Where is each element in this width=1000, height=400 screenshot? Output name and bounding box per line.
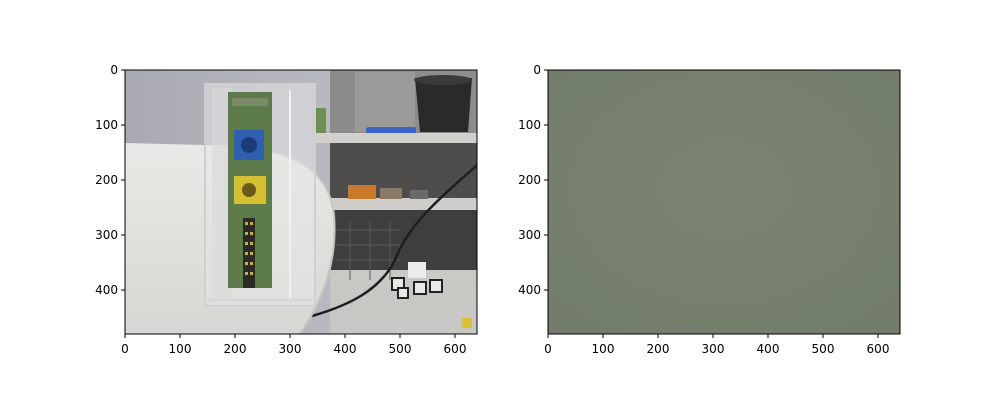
left-axes-frame xyxy=(124,69,478,335)
right-image-axes: 0 100 200 300 400 500 600 0 100 200 300 400 xyxy=(518,63,901,356)
left-xtick-label: 200 xyxy=(224,342,247,356)
left-image-axes: 0 100 200 300 400 500 600 0 100 200 300 400 xyxy=(95,63,478,356)
left-image-photo xyxy=(125,70,477,334)
right-xtick-label: 400 xyxy=(757,342,780,356)
right-ytick-label: 200 xyxy=(518,173,541,187)
right-xtick-label: 0 xyxy=(544,342,552,356)
left-ytick-label: 300 xyxy=(95,228,118,242)
right-ytick-label: 400 xyxy=(518,283,541,297)
right-ytick-label: 100 xyxy=(518,118,541,132)
left-xtick-label: 0 xyxy=(121,342,129,356)
right-xtick-label: 200 xyxy=(647,342,670,356)
right-axes-ticks: 0 100 200 300 400 500 600 0 100 200 300 400 xyxy=(518,63,889,356)
left-xtick-label: 300 xyxy=(279,342,302,356)
left-xtick-label: 600 xyxy=(444,342,467,356)
right-ytick-label: 300 xyxy=(518,228,541,242)
right-ytick-label: 0 xyxy=(533,63,541,77)
right-xtick-label: 100 xyxy=(592,342,615,356)
right-axes-frame xyxy=(547,69,901,335)
right-xtick-label: 300 xyxy=(702,342,725,356)
right-xtick-label: 500 xyxy=(812,342,835,356)
right-image-fill xyxy=(548,70,900,334)
left-ytick-label: 100 xyxy=(95,118,118,132)
left-ytick-label: 400 xyxy=(95,283,118,297)
left-xtick-label: 500 xyxy=(389,342,412,356)
left-xtick-label: 100 xyxy=(169,342,192,356)
left-xtick-label: 400 xyxy=(334,342,357,356)
left-ytick-label: 0 xyxy=(110,63,118,77)
left-axes-ticks: 0 100 200 300 400 500 600 0 100 200 300 400 xyxy=(95,63,466,356)
right-xtick-label: 600 xyxy=(867,342,890,356)
left-ytick-label: 200 xyxy=(95,173,118,187)
